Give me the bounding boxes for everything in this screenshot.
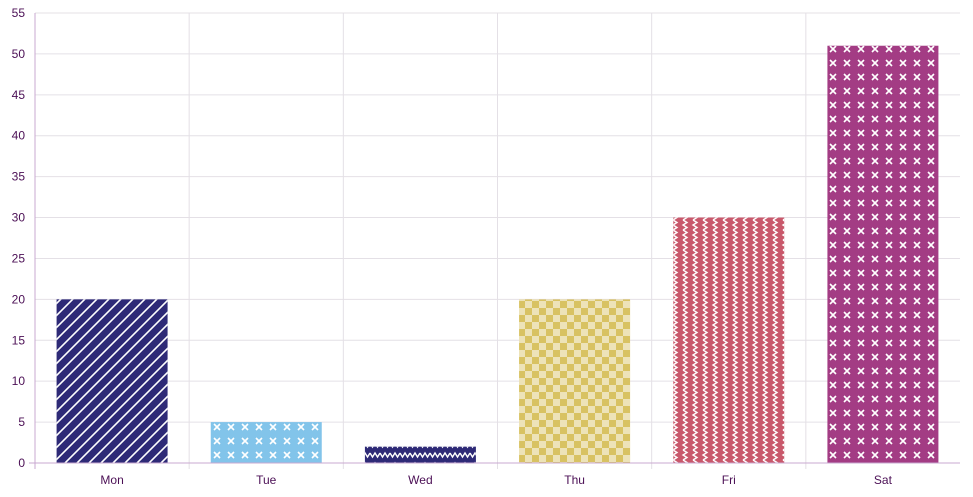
y-tick-label: 40 bbox=[12, 129, 26, 143]
y-tick-label: 10 bbox=[12, 374, 26, 388]
checker-icon bbox=[519, 299, 631, 463]
cross-icon bbox=[210, 422, 322, 463]
bar-fri[interactable] bbox=[673, 217, 785, 463]
y-tick-label: 0 bbox=[18, 456, 25, 470]
y-tick-label: 55 bbox=[12, 6, 26, 20]
y-tick-label: 50 bbox=[12, 47, 26, 61]
y-axis-ticks: 0 5 10 15 20 25 30 35 40 45 50 55 bbox=[12, 6, 26, 470]
x-tick-label: Mon bbox=[100, 473, 123, 487]
bar-tue[interactable] bbox=[210, 422, 322, 463]
bar-wed[interactable] bbox=[364, 446, 476, 463]
diagonal-stripes-icon bbox=[56, 299, 168, 463]
zigzag-vertical-icon bbox=[673, 217, 785, 463]
y-tick-label: 15 bbox=[12, 333, 26, 347]
y-tick-label: 30 bbox=[12, 211, 26, 225]
y-tick-label: 35 bbox=[12, 170, 26, 184]
x-tick-label: Fri bbox=[722, 473, 736, 487]
bar-thu[interactable] bbox=[519, 299, 631, 463]
bar-mon[interactable] bbox=[56, 299, 168, 463]
x-axis-ticks: Mon Tue Wed Thu Fri Sat bbox=[100, 473, 892, 487]
y-tick-label: 20 bbox=[12, 292, 26, 306]
grid-lines bbox=[35, 12, 960, 469]
y-tick-label: 5 bbox=[18, 415, 25, 429]
bar-sat[interactable] bbox=[827, 45, 939, 464]
x-tick-label: Wed bbox=[408, 473, 432, 487]
axes bbox=[29, 13, 960, 469]
x-tick-label: Sat bbox=[874, 473, 893, 487]
y-tick-label: 45 bbox=[12, 88, 26, 102]
y-tick-label: 25 bbox=[12, 251, 26, 265]
x-tick-label: Thu bbox=[564, 473, 585, 487]
bars bbox=[56, 45, 939, 464]
zigzag-icon bbox=[364, 446, 476, 463]
cross-icon bbox=[827, 45, 939, 464]
x-tick-label: Tue bbox=[256, 473, 277, 487]
